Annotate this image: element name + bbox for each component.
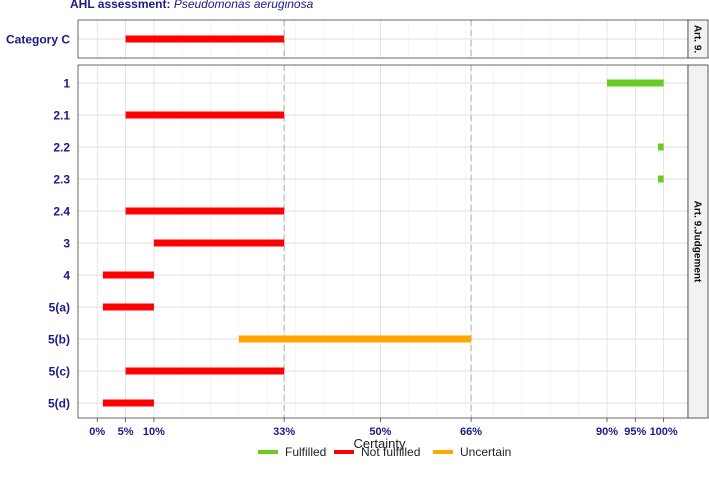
row-label: 3 [63, 237, 70, 251]
facet-strip [687, 64, 709, 419]
x-tick-label: 0% [89, 426, 105, 438]
x-tick-label: 50% [369, 426, 391, 438]
range-bar [657, 175, 664, 183]
chart-title: AHL assessment: Pseudomonas aeruginosa [70, 0, 314, 11]
range-bar [102, 303, 154, 311]
row-label: 2.1 [53, 109, 70, 123]
legend: Fulfilled Not fulfilled Uncertain [258, 445, 511, 459]
legend-swatch [334, 450, 354, 454]
legend-swatch [258, 450, 278, 454]
facet-strip-label: Art. 9. [692, 25, 703, 54]
range-bar [153, 239, 285, 247]
legend-label: Fulfilled [285, 445, 326, 459]
range-bar [607, 79, 664, 87]
range-bar [125, 111, 285, 119]
x-tick-label: 5% [118, 426, 134, 438]
x-tick-label: 90% [596, 426, 618, 438]
range-bar [102, 271, 154, 279]
range-bar [125, 367, 285, 375]
range-bar [102, 399, 154, 407]
panel: Category C Art. 9. [6, 19, 709, 59]
row-label: 5(d) [48, 397, 70, 411]
x-tick-label: 66% [460, 426, 482, 438]
range-bar [238, 335, 472, 343]
legend-label: Uncertain [460, 445, 511, 459]
row-label: 5(b) [48, 333, 70, 347]
row-label: 1 [63, 77, 70, 91]
x-tick-label: 33% [273, 426, 295, 438]
legend-swatch [433, 450, 453, 454]
row-label: 4 [63, 269, 70, 283]
facet-strip-label: Art. 9.Judgement [692, 201, 703, 283]
facet-strip [687, 19, 709, 59]
row-label: Category C [6, 33, 70, 47]
row-label: 2.3 [53, 173, 70, 187]
panels-layer: Category C Art. 9. 1 2.1 2.2 2.3 2.4 3 4 5(a) 5(b)… [6, 19, 709, 419]
row-label: 5(c) [49, 365, 70, 379]
x-tick-label: 10% [143, 426, 165, 438]
legend-label: Not fulfilled [361, 445, 420, 459]
x-axis-label: Certainty [353, 436, 406, 451]
row-label: 2.2 [53, 141, 70, 155]
range-bar [125, 35, 285, 43]
row-label: 2.4 [53, 205, 70, 219]
x-tick-label: 100% [650, 426, 678, 438]
panel: 1 2.1 2.2 2.3 2.4 3 4 5(a) 5(b) 5(c) 5(d) Art. 9.Ju… [48, 64, 709, 419]
row-label: 5(a) [49, 301, 70, 315]
chart-title-species: Pseudomonas aeruginosa [174, 0, 314, 11]
x-tick-label: 95% [624, 426, 646, 438]
x-axis: 0% 5% 10% 33% 50% 66% 90% 95% 100% [89, 418, 678, 438]
range-bar [125, 207, 285, 215]
chart-title-prefix: AHL assessment: [70, 0, 174, 11]
range-bar [657, 143, 664, 151]
